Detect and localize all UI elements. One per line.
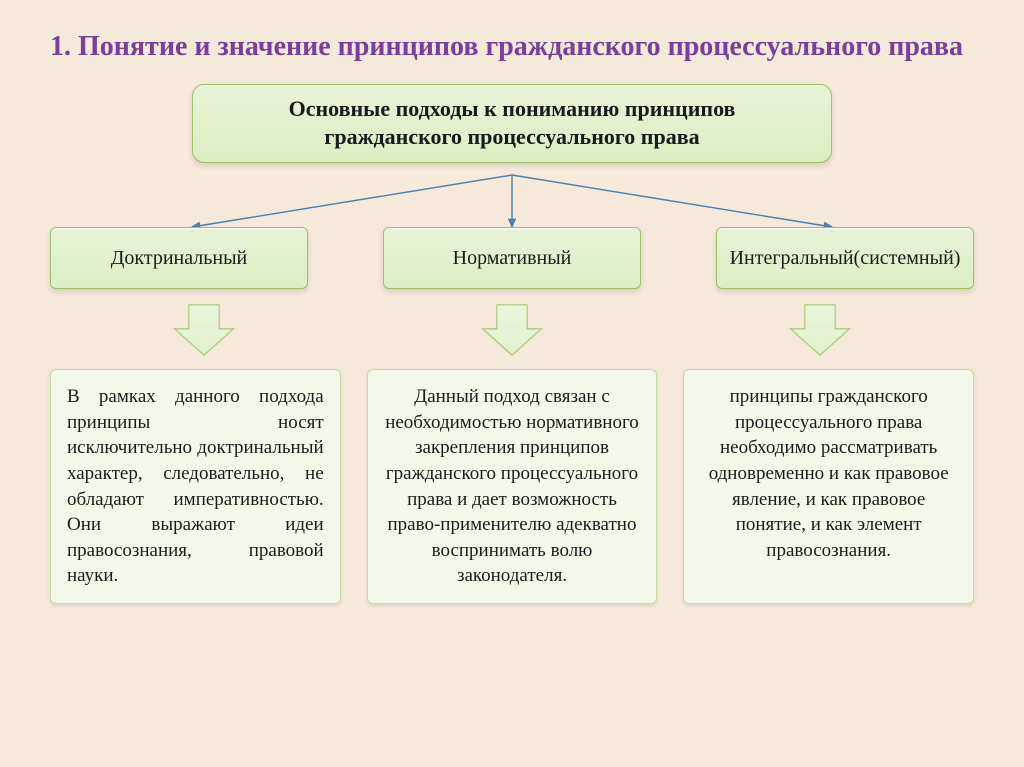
approach-normative: Нормативный: [383, 227, 641, 289]
desc-normative: Данный подход связан с необходимостью но…: [367, 369, 658, 604]
approach-doctrinal: Доктринальный: [50, 227, 308, 289]
connector-lines: [62, 171, 962, 231]
slide: 1. Понятие и значение принципов гражданс…: [0, 0, 1024, 767]
descriptions-row: В рамках данного подхода принципы носят …: [50, 369, 974, 604]
desc-doctrinal: В рамках данного подхода принципы носят …: [50, 369, 341, 604]
down-arrow-icon: [169, 301, 239, 359]
approach-integral: Интегральный(системный): [716, 227, 974, 289]
down-arrow-icon: [477, 301, 547, 359]
arrows-row: [50, 301, 974, 359]
desc-integral: принципы гражданского процессуального пр…: [683, 369, 974, 604]
down-arrow-icon: [785, 301, 855, 359]
approaches-row: Доктринальный Нормативный Интегральный(с…: [50, 227, 974, 289]
main-concept-box: Основные подходы к пониманию принципов г…: [192, 84, 832, 163]
slide-title: 1. Понятие и значение принципов гражданс…: [50, 28, 974, 66]
